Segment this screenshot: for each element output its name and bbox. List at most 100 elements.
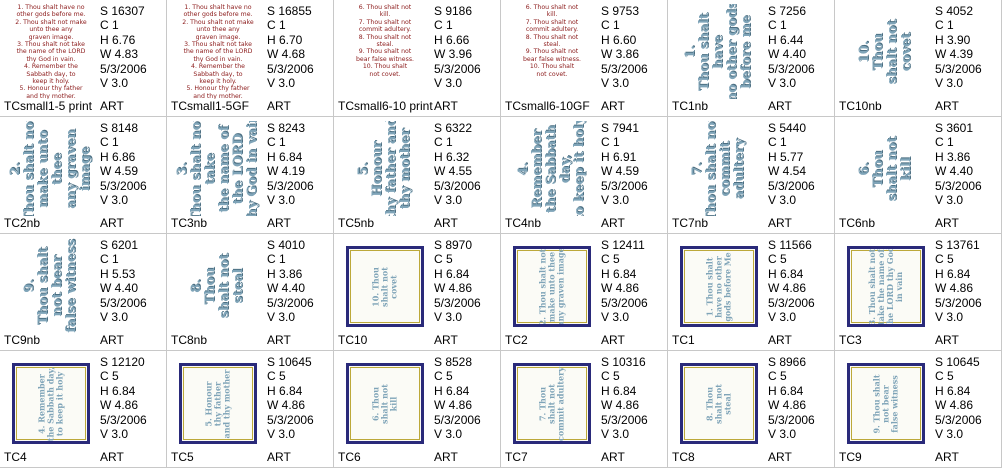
file-type-label: ART xyxy=(434,450,458,464)
width-value: W 4.68 xyxy=(267,47,306,62)
design-thumbnail-cell[interactable]: 2. Thou shalt not make unto thee any graven… xyxy=(0,117,167,234)
design-name-label: TC2 xyxy=(505,333,528,347)
design-preview-line: 1. Thou shalt have no xyxy=(184,4,252,11)
design-preview-line: 10. Thou shalt xyxy=(362,63,408,71)
design-thumbnail-cell[interactable]: 1. Thou shalt have no other gods before m… xyxy=(167,0,334,117)
design-preview-line: Thou shalt have xyxy=(697,12,726,91)
design-thumbnail-cell[interactable]: 5. Honour thy father and thy mother S 6322 C … xyxy=(334,117,501,234)
design-thumbnail-cell[interactable]: 7. Thou shalt not commit adultery S 10316 C … xyxy=(501,351,668,468)
stitch-count: S 12411 xyxy=(601,238,645,252)
design-preview-frame: 7. Thou shalt not commit adultery xyxy=(513,363,591,444)
version-value: V 3.0 xyxy=(434,427,463,442)
file-type-label: ART xyxy=(100,333,124,347)
design-preview-line: steal xyxy=(722,392,733,415)
date-value: 5/3/2006 xyxy=(935,61,982,76)
date-value: 5/3/2006 xyxy=(434,61,481,76)
design-name-label: TCsmall1-5GF xyxy=(171,99,250,113)
design-thumbnail-cell[interactable]: 2. Thou shalt not make unto thee any grave… xyxy=(501,234,668,351)
width-value: W 4.59 xyxy=(601,164,640,179)
date-value: 5/3/2006 xyxy=(267,61,314,76)
design-thumbnail-cell[interactable]: 4. Remember the Sabbath day, to keep it ho… xyxy=(0,351,167,468)
design-preview-image: 8. Thou shalt not steal xyxy=(672,355,766,450)
design-preview-frame: 6. Thou shalt not kill xyxy=(346,363,424,444)
width-value: W 4.86 xyxy=(601,398,640,413)
stitch-count: S 5440 xyxy=(768,121,807,135)
design-preview-line: commit xyxy=(718,140,733,197)
design-preview-line: steal. xyxy=(376,41,394,49)
design-thumbnail-cell[interactable]: 3. Thou shalt not take the name of the LOR… xyxy=(167,117,334,234)
design-preview-image: 8. Thou shalt not steal xyxy=(171,238,265,333)
date-value: 5/3/2006 xyxy=(768,295,815,310)
design-preview-line: the name of the LORD xyxy=(217,125,246,212)
design-preview-line: 10. xyxy=(857,40,872,63)
design-preview-line: 2. xyxy=(8,161,23,176)
design-preview-line: kill xyxy=(899,156,914,181)
color-count: C 1 xyxy=(768,18,787,33)
version-value: V 3.0 xyxy=(100,427,129,442)
date-value: 5/3/2006 xyxy=(434,295,481,310)
height-value: H 6.60 xyxy=(601,32,637,47)
design-thumbnail-cell[interactable]: 6. Thou shalt not kill. 7. Thou shalt not c… xyxy=(501,0,668,117)
design-preview-frame: 3. Thou shalt not take the name of the LOR… xyxy=(847,246,925,327)
file-type-label: ART xyxy=(434,333,458,347)
design-preview-line: 8. Thou shalt not xyxy=(525,33,579,41)
version-value: V 3.0 xyxy=(601,76,630,91)
date-value: 5/3/2006 xyxy=(601,178,648,193)
design-preview-line: false witness xyxy=(64,238,79,333)
design-thumbnail-cell[interactable]: 1. Thou shalt have no other gods before m… xyxy=(0,0,167,117)
design-preview-line: kill. xyxy=(379,11,391,19)
stitch-count: S 10316 xyxy=(601,355,646,369)
version-value: V 3.0 xyxy=(768,427,797,442)
file-type-label: ART xyxy=(768,333,792,347)
color-count: C 5 xyxy=(768,252,787,267)
color-count: C 1 xyxy=(100,135,119,150)
design-preview-line: 2. Thou shalt not make xyxy=(15,18,87,26)
version-value: V 3.0 xyxy=(935,193,964,208)
design-thumbnail-cell[interactable]: 4. Remember the Sabbath day, to keep it hol… xyxy=(501,117,668,234)
design-preview-line: bear false witness. xyxy=(522,55,582,63)
design-thumbnail-cell[interactable]: 9. Thou shalt not bear false witness S 6201 C… xyxy=(0,234,167,351)
design-preview-text: 6. Thou shalt not kill. 7. Thou shalt not c… xyxy=(338,4,432,99)
design-thumbnail-cell[interactable]: 6. Thou shalt not kill. 7. Thou shalt not c… xyxy=(334,0,501,117)
design-thumbnail-cell[interactable]: 1. Thou shalt have no other gods before me S… xyxy=(668,0,835,117)
design-thumbnail-cell[interactable]: 3. Thou shalt not take the name of the LOR… xyxy=(835,234,1002,351)
design-name-label: TC2nb xyxy=(4,216,41,230)
file-type-label: ART xyxy=(267,99,291,113)
design-preview-image: 10. Thou shalt not covet xyxy=(338,238,432,333)
design-name-label: TC5nb xyxy=(338,216,375,230)
height-value: H 6.84 xyxy=(267,149,303,164)
design-thumbnail-cell[interactable]: 1. Thou shalt have no other gods before Me… xyxy=(668,234,835,351)
design-preview-line: Thou shalt not xyxy=(22,121,37,216)
color-count: C 5 xyxy=(601,369,620,384)
design-thumbnail-cell[interactable]: 9. Thou shalt not bear false witness S 1064… xyxy=(835,351,1002,468)
design-thumbnail-cell[interactable]: 5. Honour thy father and thy mother S 10645… xyxy=(167,351,334,468)
height-value: H 6.44 xyxy=(768,32,804,47)
height-value: H 5.77 xyxy=(768,149,804,164)
design-preview-line: in vain xyxy=(894,271,904,302)
width-value: W 4.86 xyxy=(768,398,807,413)
width-value: W 4.40 xyxy=(267,281,306,296)
stitch-count: S 9753 xyxy=(601,4,640,18)
height-value: H 5.53 xyxy=(100,266,136,281)
design-preview-line: 3. Thou shalt not take xyxy=(17,41,85,49)
design-name-label: TCsmall6-10GF xyxy=(505,99,590,113)
design-preview-line: 1. Thou shalt have no xyxy=(17,4,85,11)
design-preview-line: other gods before me. xyxy=(183,11,253,19)
version-value: V 3.0 xyxy=(267,193,296,208)
stitch-count: S 8528 xyxy=(434,355,473,369)
design-preview-line: before me xyxy=(739,14,754,89)
file-type-label: ART xyxy=(601,216,625,230)
